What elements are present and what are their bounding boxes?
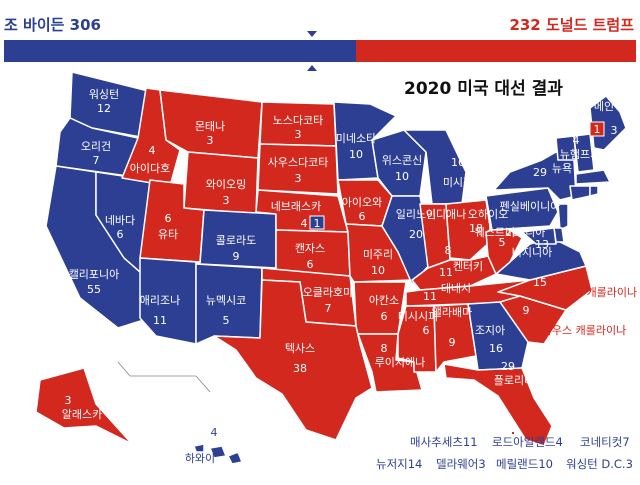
label-or: 오리건 7: [81, 140, 111, 167]
state-wa: [69, 71, 153, 139]
label-nh-ev: 4: [573, 134, 580, 147]
label-wy: 와이오밍 3: [206, 178, 246, 207]
label-mt: 몬태나 3: [195, 120, 225, 147]
trump-electoral-bar: [356, 40, 636, 62]
label-sc-ev: 9: [523, 304, 530, 317]
label-me-biden-ev: 3: [611, 124, 618, 137]
label-ak: 알래스카: [62, 407, 102, 421]
nebraska-split-marker: [309, 215, 325, 230]
label-ne-trump-ev: 4: [301, 217, 308, 230]
small-state-ct: 코네티컷7: [580, 435, 630, 449]
label-oh: 오하이오 18: [468, 207, 508, 235]
label-nc-ev: 15: [533, 276, 547, 289]
label-la: 루이지애나: [375, 356, 426, 369]
small-state-de: 델라웨어3: [436, 457, 486, 471]
label-nc: 노스 캐롤라이나: [563, 286, 637, 299]
label-mo: 미주리 10: [363, 248, 393, 277]
label-sc: 사우스 캐롤라이나: [542, 324, 626, 337]
label-vt: 버몬트: [549, 118, 579, 131]
label-ga: 조지아 16: [475, 324, 505, 355]
state-al: [433, 303, 477, 373]
label-va: 버지니아: [512, 246, 552, 259]
trump-total-label: 232 도널드 트럼프: [509, 16, 634, 34]
label-me-trump-ev: 1: [594, 123, 601, 136]
small-state-nj: 뉴저지14: [376, 457, 423, 471]
label-fl: 29 플로리다: [494, 360, 534, 387]
label-ny: 29 뉴욕: [533, 162, 572, 179]
state-pa: [485, 187, 559, 231]
label-ar: 아칸소 6: [369, 294, 399, 323]
label-hi: 하와이: [185, 451, 215, 465]
label-mi: 16 미시간: [443, 156, 473, 189]
label-ne-biden-ev: 1: [314, 217, 321, 230]
state-ct: [569, 185, 591, 201]
state-ri: [589, 185, 599, 197]
label-mn: 미네소타 10: [336, 132, 376, 161]
label-wi: 위스콘신 10: [382, 154, 422, 183]
label-ky-ev: 8: [445, 244, 452, 257]
label-ca: 캘리포니아 55: [69, 268, 120, 296]
label-nh: 뉴햄프셔: [560, 148, 600, 161]
label-id-ev: 4: [149, 144, 156, 157]
label-wv: 웨스트버지니아: [475, 226, 546, 239]
label-ky: 켄터키: [453, 260, 483, 273]
state-tx: [213, 279, 373, 441]
label-wa: 워싱턴 12: [89, 88, 119, 115]
label-ak-ev: 3: [65, 394, 72, 407]
label-la-ev: 8: [381, 342, 388, 355]
label-il: 일리노이 20: [396, 207, 436, 241]
label-ia: 아이오와 6: [342, 196, 382, 223]
label-vt-ev: 3: [551, 136, 558, 149]
label-wv-ev: 5: [499, 236, 506, 249]
majority-marker-bottom-icon: [307, 65, 317, 71]
label-in: 인디애나 11: [426, 208, 466, 279]
label-hi-ev: 4: [211, 426, 218, 439]
state-oh: [445, 199, 493, 261]
label-nm: 뉴멕시코 5: [206, 294, 246, 327]
alaska-inset-line: [117, 361, 131, 377]
state-nj: [557, 203, 569, 231]
state-az: [139, 257, 197, 345]
label-sd: 사우스다코타 3: [268, 156, 329, 185]
state-il: [381, 195, 433, 285]
label-nv: 네바다 6: [105, 214, 135, 241]
state-hi: [193, 443, 243, 465]
state-nh: [573, 133, 595, 173]
label-tn-ev: 11: [423, 290, 437, 303]
small-state-ri: 로드아일랜드4: [492, 435, 563, 449]
label-ne: 네브래스카: [271, 200, 322, 213]
small-state-dc: 워싱턴 D.C.3: [566, 457, 633, 471]
label-nd: 노스다코타 3: [273, 114, 324, 141]
map-title: 2020 미국 대선 결과: [404, 79, 563, 99]
small-state-md: 메릴랜드10: [496, 457, 553, 471]
label-al: 앨라배마 9: [432, 306, 472, 349]
label-ut: 6 유타: [158, 212, 178, 241]
label-id: 아이다호: [130, 162, 170, 175]
state-va: [495, 237, 587, 281]
state-ma: [575, 169, 611, 185]
state-sc: [499, 295, 567, 345]
majority-marker-top-icon: [307, 31, 317, 37]
label-tx: 텍사스 38: [285, 342, 315, 375]
biden-total-label: 조 바이든 306: [4, 16, 101, 34]
label-co: 콜로라도 9: [216, 234, 256, 263]
label-ks: 캔자스 6: [295, 242, 325, 271]
biden-electoral-bar: [4, 40, 356, 62]
label-pa: 펜실베이니아 20: [500, 200, 561, 239]
state-sd: [257, 143, 339, 195]
maine-split-marker: [589, 121, 605, 137]
label-me: 메인: [594, 100, 614, 113]
label-ok: 오클라호마 7: [303, 286, 354, 315]
state-md: [521, 227, 557, 245]
small-state-ma: 매사추세츠11: [410, 435, 478, 449]
label-tn: 테네시: [441, 282, 471, 295]
state-ak: [35, 367, 133, 445]
state-ar: [353, 281, 407, 335]
state-fl: [443, 363, 553, 447]
label-va-ev: 13: [535, 238, 549, 251]
label-az: 애리조나 11: [140, 294, 180, 327]
label-ms: 미시시피 6: [398, 310, 438, 337]
